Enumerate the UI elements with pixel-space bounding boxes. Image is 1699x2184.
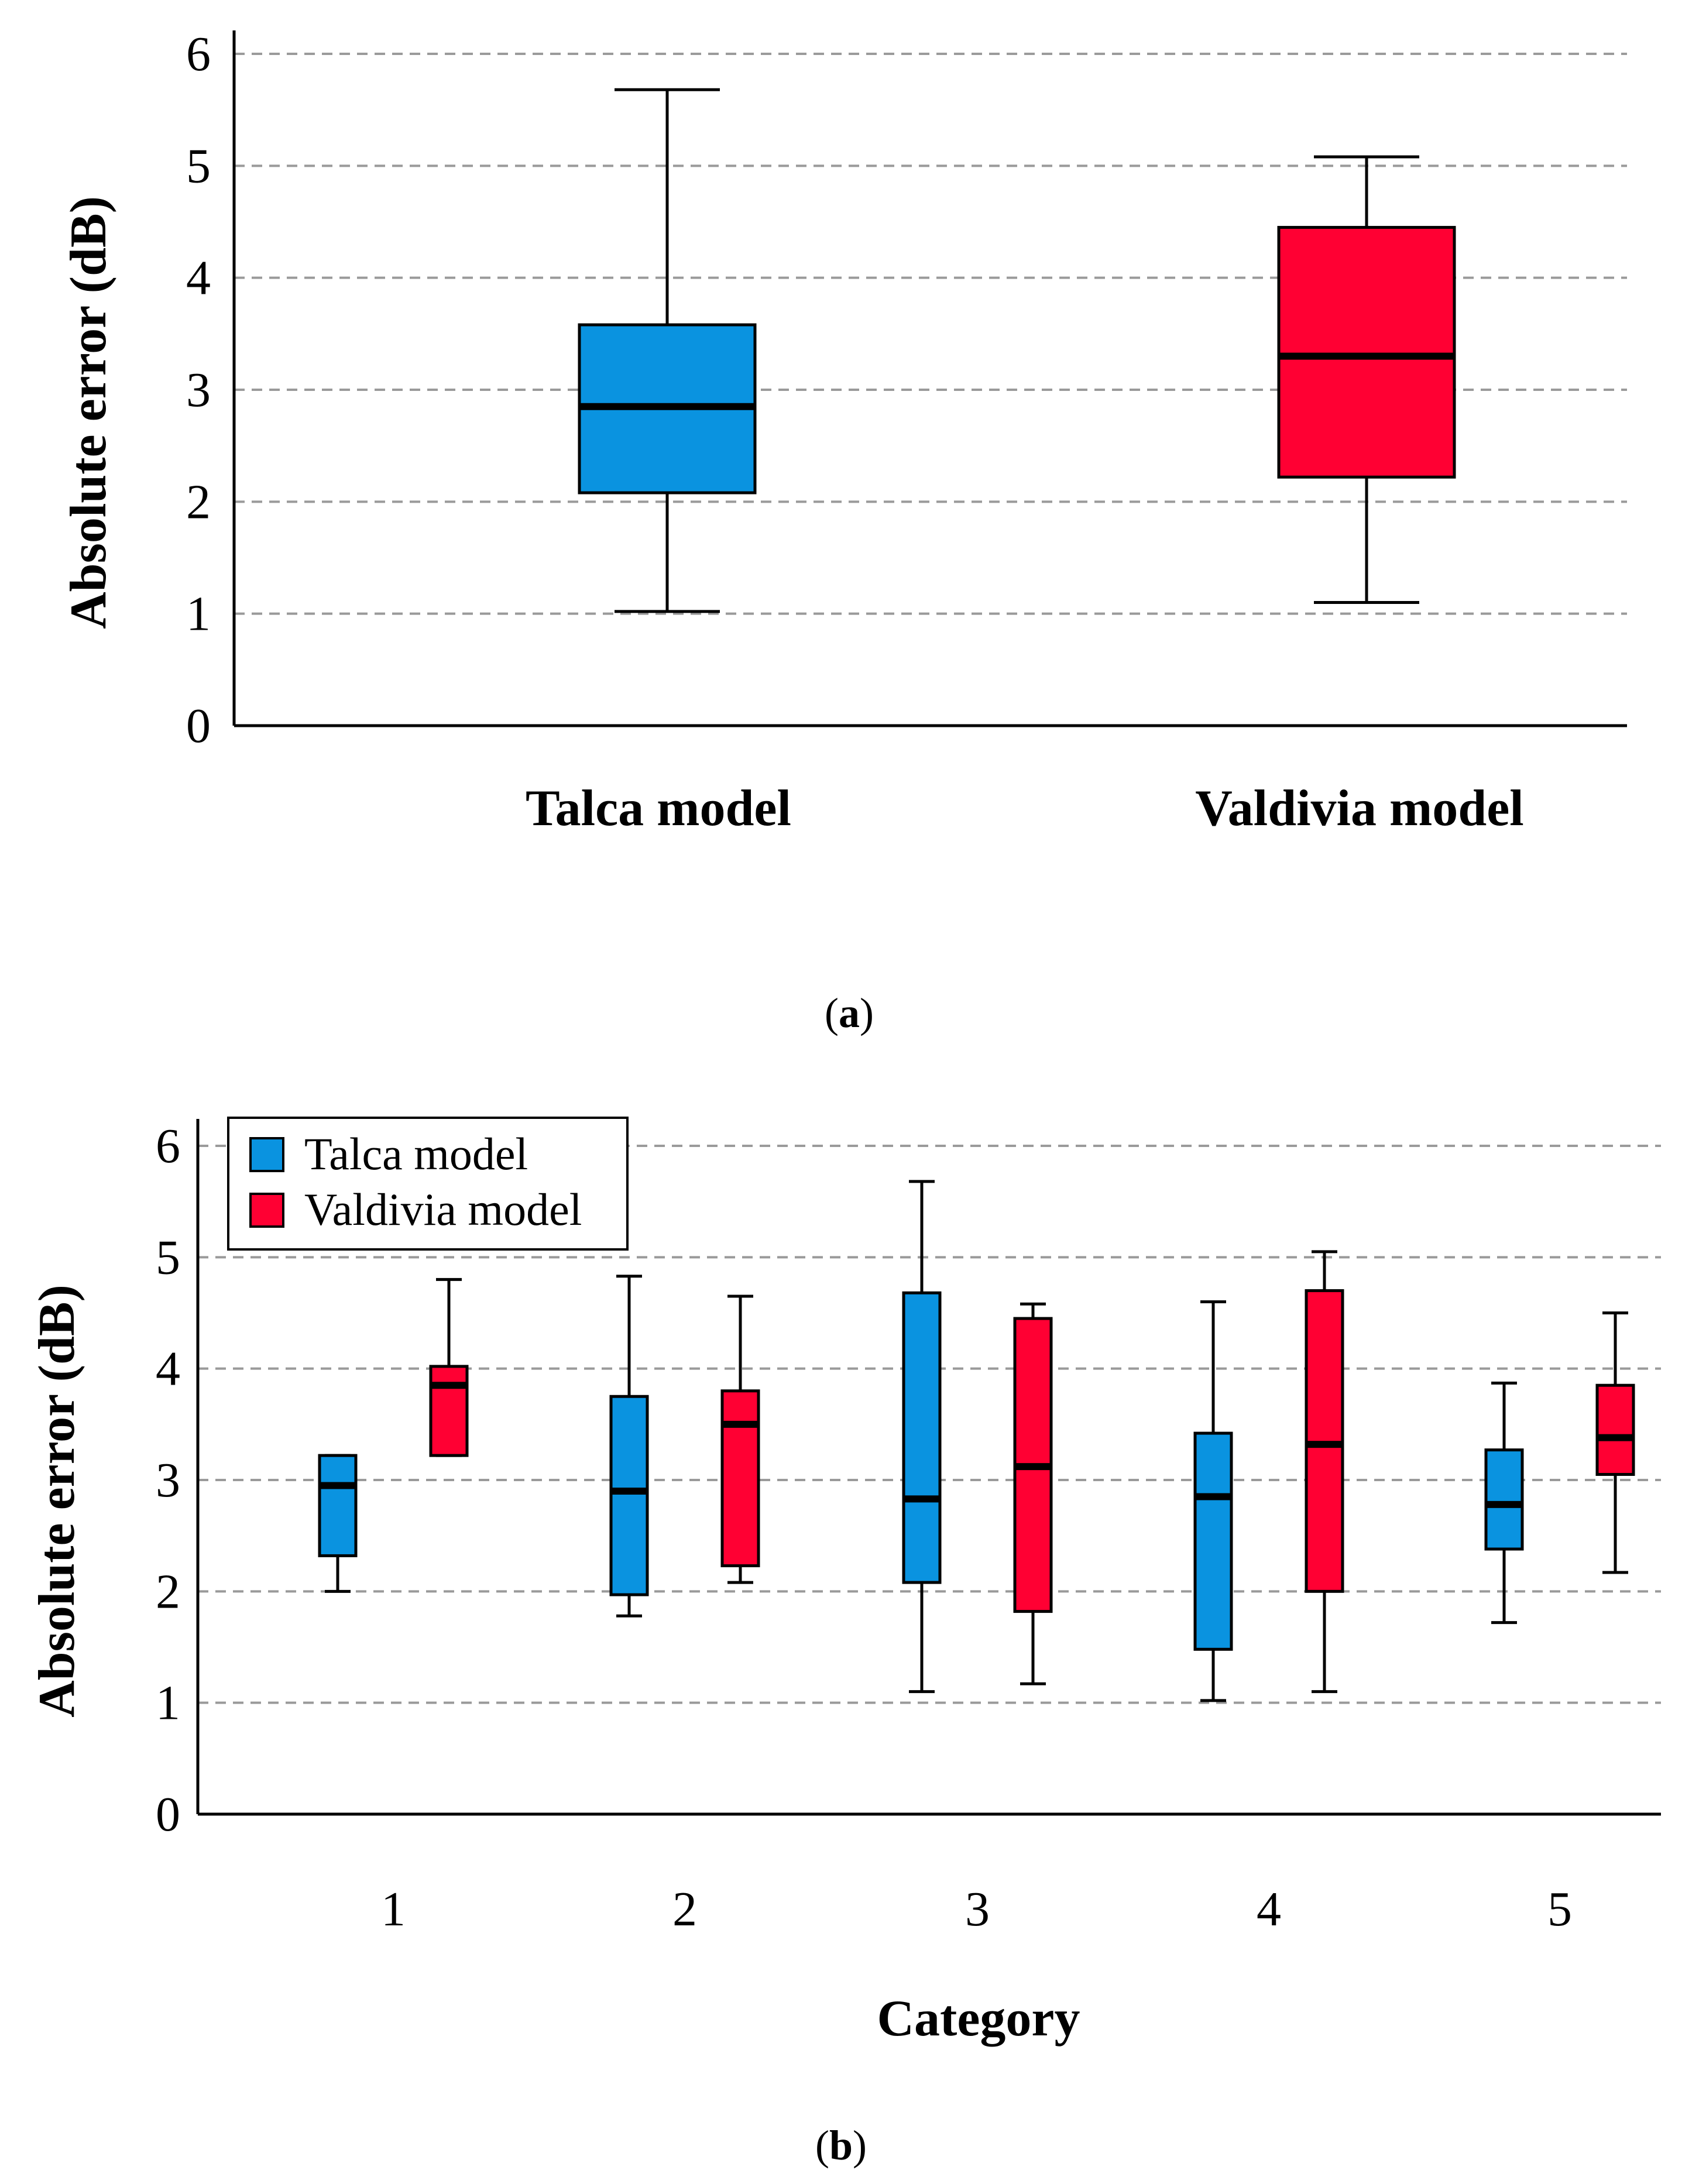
- panel-a-caption: (a): [825, 990, 874, 1036]
- panel-a-boxes: [578, 88, 1456, 613]
- panel-b-caption: (b): [815, 2122, 867, 2169]
- y-tick-label-a-6: 6: [186, 27, 211, 81]
- box-talca-1: [318, 1454, 358, 1593]
- y-tick-label-a-1: 1: [186, 587, 211, 641]
- iqr-box: [318, 1454, 358, 1557]
- y-tick-label-a-5: 5: [186, 139, 211, 193]
- x-tick-label-1: 1: [381, 1882, 406, 1936]
- y-tick-label-a-0: 0: [186, 699, 211, 753]
- panel-b-gridlines: [198, 1145, 1661, 1704]
- panel-a-y-axis-title: Absolute error (dB): [60, 196, 117, 629]
- panel-b-y-tick-labels: 0 1 2 3 4 5 6: [156, 1119, 180, 1842]
- box-talca-2: [609, 1275, 649, 1618]
- box-talca-talca-model: [578, 88, 757, 613]
- y-tick-label-b-0: 0: [156, 1787, 180, 1842]
- panel-b-y-axis-title: Absolute error (dB): [29, 1285, 85, 1718]
- iqr-box: [1595, 1383, 1635, 1476]
- legend-label-talca: Talca model: [304, 1128, 528, 1179]
- box-valdivia-2: [720, 1294, 760, 1584]
- panel-a-caption-letter: a: [839, 990, 860, 1036]
- y-tick-label-b-6: 6: [156, 1119, 180, 1173]
- legend-swatch-talca: [249, 1137, 284, 1172]
- y-tick-label-b-3: 3: [156, 1453, 180, 1507]
- x-tick-label-4: 4: [1257, 1882, 1281, 1936]
- y-tick-label-a-4: 4: [186, 251, 211, 305]
- y-tick-label-b-4: 4: [156, 1342, 180, 1396]
- y-tick-label-a-2: 2: [186, 475, 211, 529]
- iqr-box: [429, 1365, 469, 1457]
- panel-a-category-label-talca: Talca model: [526, 780, 791, 837]
- iqr-box: [1193, 1431, 1233, 1651]
- x-tick-label-3: 3: [965, 1882, 990, 1936]
- panel-b-boxes: [318, 1180, 1635, 1702]
- box-talca-3: [902, 1180, 942, 1694]
- y-tick-label-a-3: 3: [186, 363, 211, 417]
- iqr-box: [1484, 1448, 1524, 1551]
- box-valdivia-3: [1013, 1302, 1053, 1685]
- box-valdivia-4: [1305, 1250, 1344, 1694]
- panel-b-legend: Talca model Valdivia model: [227, 1117, 629, 1251]
- legend-label-valdivia: Valdivia model: [304, 1184, 582, 1235]
- y-tick-label-b-2: 2: [156, 1564, 180, 1619]
- panel-b-chart: 0 1 2 3 4 5 6 1 2 3 4 5 Absolute error (dB) Catego…: [29, 1117, 1661, 2169]
- x-tick-label-5: 5: [1547, 1882, 1572, 1936]
- y-tick-label-b-5: 5: [156, 1230, 180, 1285]
- iqr-box: [902, 1291, 942, 1584]
- x-tick-label-2: 2: [672, 1882, 697, 1936]
- panel-b-x-tick-labels: 1 2 3 4 5: [381, 1882, 1572, 1936]
- panel-b-caption-letter: b: [829, 2122, 853, 2169]
- panel-a-y-tick-labels: 0 1 2 3 4 5 6: [186, 27, 211, 753]
- box-valdivia-1: [429, 1278, 469, 1457]
- iqr-box: [720, 1389, 760, 1568]
- box-talca-4: [1193, 1300, 1233, 1702]
- iqr-box: [609, 1395, 649, 1596]
- box-talca-5: [1484, 1381, 1524, 1625]
- panel-b-x-axis-title: Category: [877, 1990, 1080, 2047]
- box-valdivia-valdivia-model: [1277, 155, 1456, 605]
- box-valdivia-5: [1595, 1311, 1635, 1574]
- panel-a-category-label-valdivia: Valdivia model: [1195, 780, 1524, 837]
- y-tick-label-b-1: 1: [156, 1676, 180, 1730]
- legend-frame: [227, 1117, 629, 1251]
- legend-swatch-valdivia: [249, 1193, 284, 1228]
- iqr-box: [1277, 226, 1456, 479]
